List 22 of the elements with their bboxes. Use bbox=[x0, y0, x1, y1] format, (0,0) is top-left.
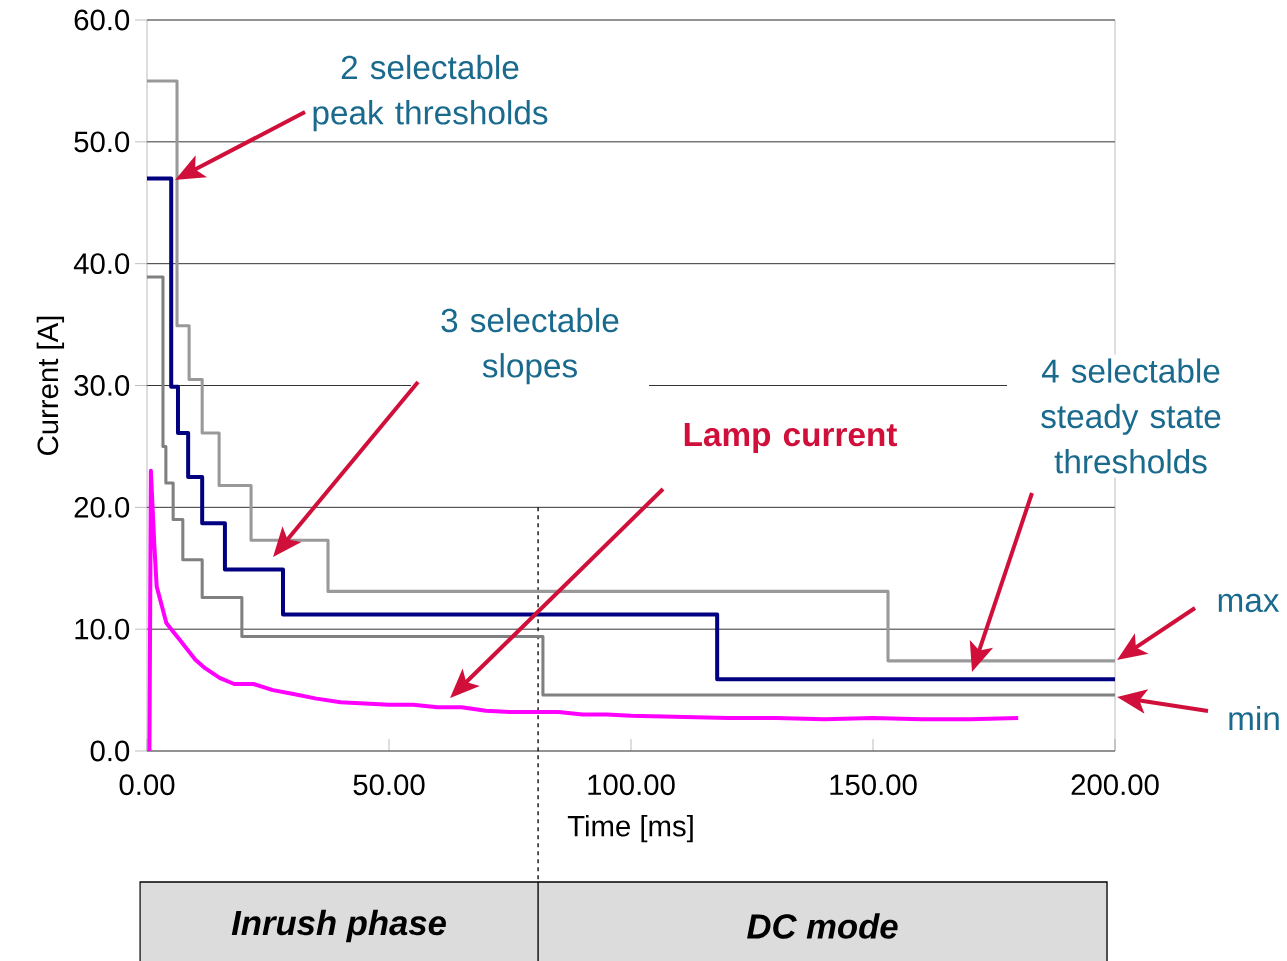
y-tick-label: 20.0 bbox=[74, 496, 130, 518]
annotation: 3 selectable slopes bbox=[441, 307, 619, 385]
x-tick-label: 50.00 bbox=[353, 774, 425, 796]
y-tick-label: 0.0 bbox=[90, 740, 130, 762]
x-tick-label: 150.00 bbox=[830, 774, 917, 796]
y-tick-label: 50.0 bbox=[74, 131, 130, 153]
text: DC mode bbox=[747, 913, 898, 939]
text: min bbox=[1229, 705, 1279, 731]
text: Inrush phase bbox=[231, 909, 446, 943]
y-tick-label: 30.0 bbox=[74, 375, 130, 396]
annotation: Lamp current bbox=[684, 423, 897, 453]
x-tick-label: 100.00 bbox=[588, 774, 675, 796]
x-tick-label: 200.00 bbox=[1071, 774, 1159, 796]
text: max bbox=[1218, 593, 1280, 613]
annotation: 4 selectable steady state thresholds bbox=[1041, 358, 1221, 474]
y-tick-label: 10.0 bbox=[75, 618, 130, 640]
annotation: 2 selectable peak thresholds bbox=[313, 54, 548, 132]
y-axis-title: Current [A] bbox=[36, 316, 65, 455]
x-tick-label: 0.00 bbox=[119, 774, 175, 796]
y-tick-label: 40.0 bbox=[73, 253, 130, 275]
y-tick-label: 60.0 bbox=[74, 9, 130, 31]
x-axis-title: Time [ms] bbox=[567, 814, 693, 843]
